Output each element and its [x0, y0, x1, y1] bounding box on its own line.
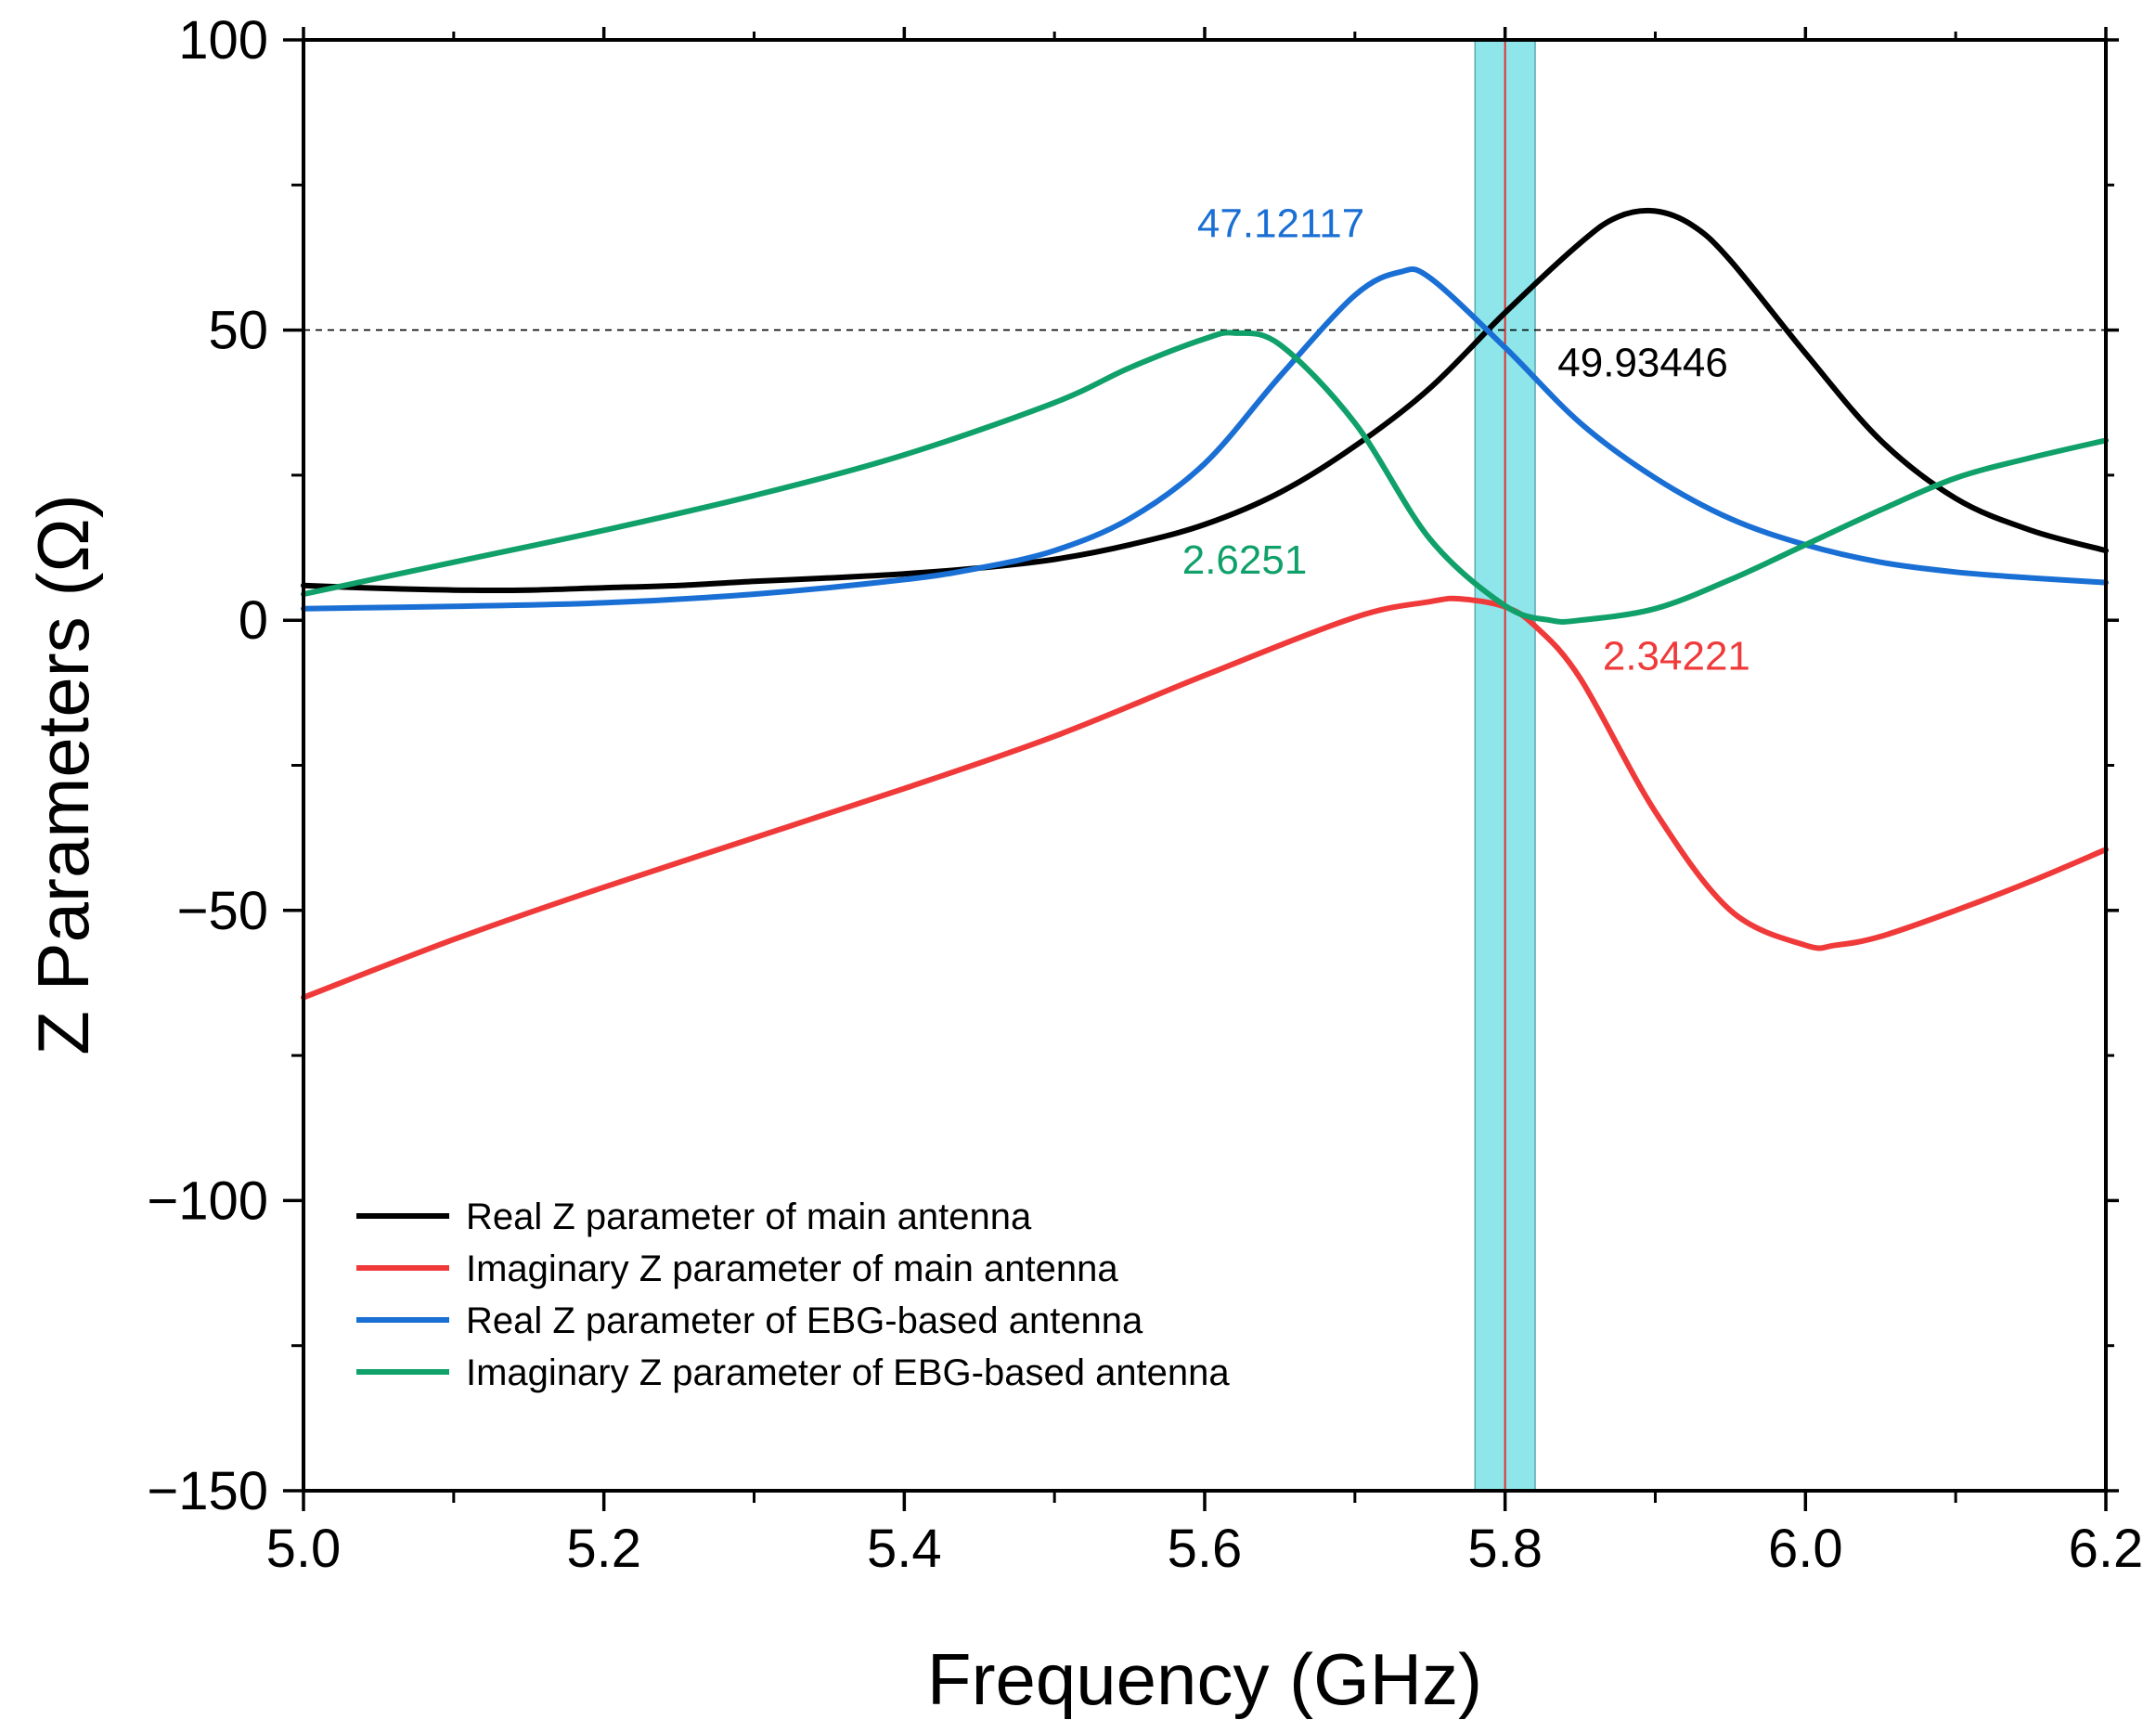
- y-tick-label: 100: [178, 10, 268, 71]
- y-tick-label: −150: [147, 1461, 268, 1521]
- legend-label: Real Z parameter of main antenna: [466, 1196, 1032, 1237]
- legend-item: Real Z parameter of EBG-based antenna: [356, 1300, 1143, 1341]
- legend-label: Imaginary Z parameter of EBG-based anten…: [466, 1352, 1230, 1393]
- y-tick-label: 50: [208, 301, 268, 361]
- y-tick-label: 0: [239, 590, 268, 651]
- y-axis-title: Z Parameters (Ω): [22, 494, 104, 1054]
- annotation-real-ebg: 47.12117: [1197, 201, 1364, 247]
- x-tick-label: 6.2: [2069, 1519, 2144, 1579]
- annotation-imag-ebg: 2.6251: [1182, 537, 1308, 583]
- x-tick-label: 5.8: [1467, 1519, 1543, 1579]
- series-line-real-ebg: [301, 265, 2109, 612]
- legend-item: Imaginary Z parameter of main antenna: [356, 1248, 1118, 1289]
- series-line-real-main: [301, 207, 2109, 593]
- x-tick-label: 6.0: [1768, 1519, 1843, 1579]
- x-tick-label: 5.0: [266, 1519, 342, 1579]
- legend-label: Real Z parameter of EBG-based antenna: [466, 1300, 1143, 1341]
- legend-item: Imaginary Z parameter of EBG-based anten…: [356, 1352, 1230, 1393]
- x-axis-title: Frequency (GHz): [927, 1638, 1482, 1720]
- y-tick-label: −50: [177, 881, 268, 941]
- series-line-imag-ebg: [301, 330, 2109, 625]
- y-tick-label: −100: [147, 1170, 268, 1231]
- series-line-imag-main: [301, 595, 2109, 1001]
- x-tick-label: 5.6: [1168, 1519, 1243, 1579]
- x-tick-label: 5.4: [867, 1519, 942, 1579]
- annotation-real-main: 49.93446: [1557, 341, 1728, 386]
- legend-label: Imaginary Z parameter of main antenna: [466, 1248, 1118, 1289]
- legend-item: Real Z parameter of main antenna: [356, 1196, 1032, 1237]
- x-tick-label: 5.2: [566, 1519, 641, 1579]
- annotation-imag-main: 2.34221: [1603, 633, 1750, 679]
